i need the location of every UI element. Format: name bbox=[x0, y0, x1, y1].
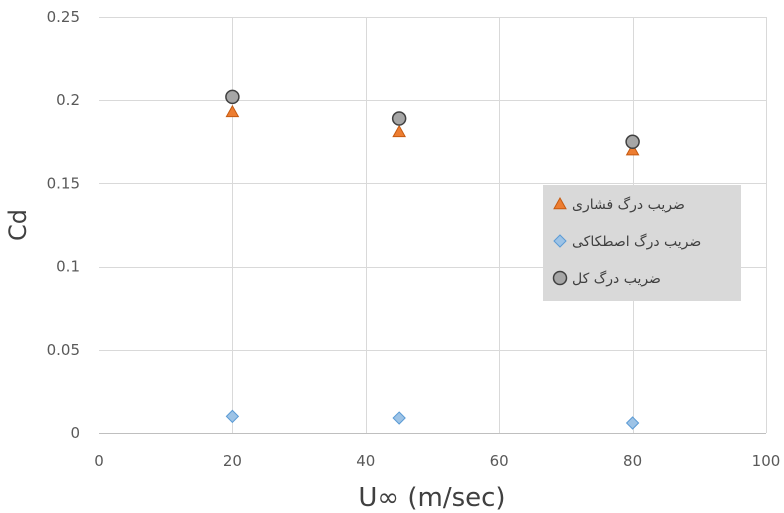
triangle-point bbox=[225, 104, 240, 118]
triangle-point bbox=[392, 124, 406, 138]
x-tick-label: 40 bbox=[356, 452, 375, 470]
y-tick-label: 0.15 bbox=[47, 174, 80, 192]
legend: ضریب درگ فشاری ضریب درگ اصطکاکی ضریب درگ ک… bbox=[543, 185, 741, 301]
y-axis-label: Cd bbox=[4, 209, 32, 241]
diamond-point bbox=[392, 411, 406, 425]
legend-box bbox=[543, 185, 741, 301]
legend-entry: ضریب درگ فشاری bbox=[572, 195, 685, 213]
x-tick-label: 60 bbox=[490, 452, 509, 470]
circle-point bbox=[225, 89, 240, 105]
y-tick-label: 0 bbox=[70, 424, 80, 442]
circle-point bbox=[625, 134, 640, 150]
circle-point bbox=[391, 111, 407, 126]
legend-circle-icon bbox=[552, 270, 568, 286]
diamond-point bbox=[625, 416, 640, 430]
x-axis-label: U∞ (m/sec) bbox=[358, 483, 505, 513]
legend-entry: ضریب درگ اصطکاکی bbox=[572, 232, 701, 250]
diamond-point bbox=[225, 409, 240, 424]
triangle-point bbox=[625, 143, 640, 156]
x-tick-label: 80 bbox=[623, 452, 642, 470]
legend-triangle-icon bbox=[553, 196, 567, 210]
y-tick-label: 0.1 bbox=[56, 258, 80, 276]
legend-entry: ضریب درگ کل bbox=[572, 269, 661, 287]
legend-diamond-icon bbox=[553, 234, 567, 248]
x-tick-label: 0 bbox=[94, 452, 104, 470]
y-tick-label: 0.25 bbox=[47, 8, 80, 26]
x-tick-label: 20 bbox=[223, 452, 242, 470]
y-tick-label: 0.05 bbox=[47, 341, 80, 359]
data-points bbox=[225, 89, 640, 430]
x-tick-label: 100 bbox=[752, 452, 781, 470]
tick-labels: 0 0.05 0.1 0.15 0.2 0.25 0 20 40 60 80 100 bbox=[47, 8, 781, 470]
y-tick-label: 0.2 bbox=[56, 91, 80, 109]
